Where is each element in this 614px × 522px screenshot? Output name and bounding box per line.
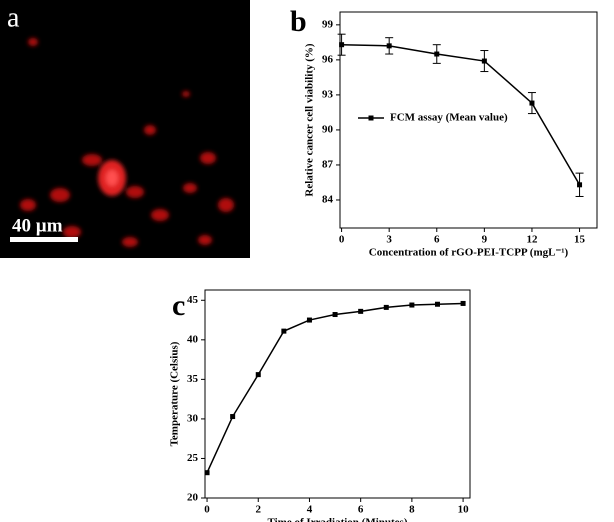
x-tick-label: 6 (358, 504, 364, 516)
y-tick-label: 87 (322, 158, 334, 170)
marker (460, 300, 466, 306)
y-tick-label: 30 (187, 412, 199, 424)
marker (383, 304, 389, 310)
panel-label: b (290, 5, 307, 38)
x-tick-label: 15 (574, 234, 586, 246)
marker (409, 302, 415, 308)
x-tick-label: 3 (386, 234, 392, 246)
x-axis-label: Concentration of rGO-PEI-TCPP (mgL⁻¹) (369, 247, 569, 259)
y-axis-label: Relative cancer cell viability (%) (304, 43, 316, 196)
y-tick-label: 96 (322, 53, 334, 65)
marker (230, 414, 236, 420)
y-tick-label: 20 (187, 492, 199, 504)
y-tick-label: 40 (187, 333, 199, 345)
marker (434, 301, 440, 307)
marker (386, 43, 392, 49)
panel-label: a (7, 2, 20, 33)
image-background (0, 0, 250, 258)
marker (358, 308, 364, 314)
x-tick-label: 0 (204, 504, 210, 516)
y-tick-label: 93 (322, 88, 334, 100)
marker (529, 100, 535, 106)
panel-label: c (172, 289, 185, 322)
microscopy-image: a 40 µm (0, 0, 250, 258)
x-tick-label: 12 (526, 234, 538, 246)
marker (204, 470, 210, 476)
y-tick-label: 35 (187, 373, 199, 385)
plot-frame (339, 11, 598, 229)
marker (306, 317, 312, 323)
marker (332, 312, 338, 318)
marker (339, 42, 345, 48)
y-tick-label: 99 (322, 18, 334, 30)
chart: c 20 25 30 35 40 45 0 2 4 6 8 10 Time of Irradiation … (169, 289, 471, 522)
x-tick-label: 4 (307, 504, 313, 516)
y-tick-label: 45 (187, 294, 199, 306)
x-tick-label: 9 (482, 234, 488, 246)
series-line (206, 302, 464, 474)
x-tick-label: 8 (409, 504, 415, 516)
chart: b 84 87 90 93 96 99 0 3 6 9 12 15 Concentration of rG… (290, 5, 598, 259)
marker (577, 182, 583, 188)
plot-frame (204, 289, 471, 499)
x-axis-label: Time of Irradiation (Minutes) (267, 517, 407, 522)
legend-label: FCM assay (Mean value) (390, 112, 508, 124)
x-tick-label: 0 (339, 234, 345, 246)
scale-bar (10, 237, 78, 242)
series-line (341, 43, 581, 186)
cells (20, 38, 234, 247)
x-tick-label: 2 (256, 504, 262, 516)
y-tick-label: 25 (187, 452, 199, 464)
marker (255, 372, 261, 378)
legend-marker (368, 115, 374, 121)
x-tick-label: 10 (458, 504, 470, 516)
marker (281, 328, 287, 334)
x-tick-label: 6 (434, 234, 440, 246)
marker (434, 51, 440, 57)
scale-bar-label: 40 µm (12, 215, 63, 236)
y-axis-label: Temperature (Celsius) (169, 341, 181, 446)
y-tick-label: 84 (322, 194, 334, 206)
marker (481, 58, 487, 64)
y-tick-label: 90 (322, 123, 334, 135)
